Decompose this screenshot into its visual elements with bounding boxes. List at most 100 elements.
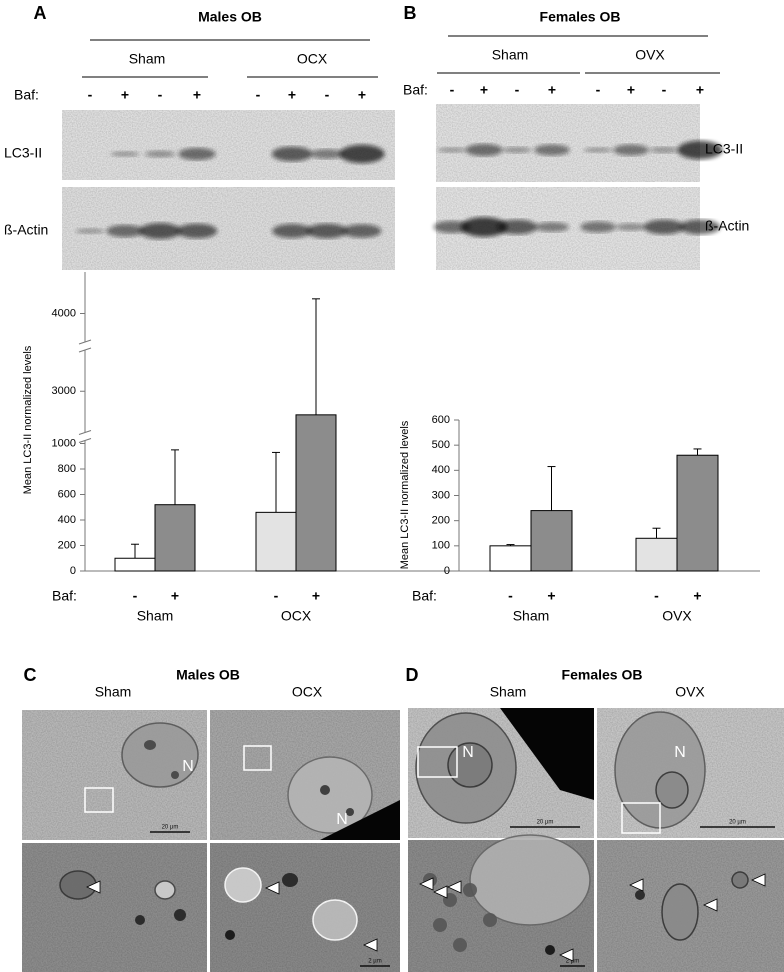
cell-structure: [312, 899, 358, 941]
blot-band: [139, 223, 181, 239]
baf-sign: +: [193, 87, 201, 103]
blot-band: [110, 151, 140, 157]
nucleus-label: N: [462, 744, 474, 761]
blot-band: [437, 147, 467, 153]
y-tick-label: 800: [58, 463, 76, 475]
blot-band: [643, 219, 685, 235]
y-tick-label: 1000: [52, 437, 76, 449]
blot-band: [460, 217, 508, 237]
baf-sign: +: [358, 87, 366, 103]
arrowhead: [559, 948, 574, 962]
bar: [676, 454, 719, 572]
inset-box: [84, 787, 114, 813]
cell-structure: [171, 771, 179, 779]
y-tick-label: 500: [432, 439, 450, 451]
baf-sign: +: [312, 588, 320, 604]
baf-sign: -: [133, 588, 138, 604]
micrograph: [210, 843, 400, 972]
blot-band: [502, 146, 532, 154]
y-tick-label: 200: [432, 515, 450, 527]
baf-sign: +: [480, 82, 488, 98]
baf-label: Baf:: [412, 588, 437, 604]
cell-structure: [225, 930, 235, 940]
cell-structure: [483, 913, 497, 927]
baf-sign: -: [515, 82, 520, 98]
band-label: LC3-II: [4, 145, 42, 161]
arrowhead: [703, 898, 718, 912]
group-label: OCX: [297, 51, 328, 67]
micrograph: [22, 843, 207, 972]
scale-label: 20 µm: [729, 820, 746, 826]
scale-label: 2 µm: [368, 959, 381, 965]
arrowhead: [433, 885, 448, 899]
blot-band: [496, 219, 538, 235]
bar: [635, 537, 678, 572]
arrowhead: [86, 880, 101, 894]
blot-band: [613, 144, 649, 156]
inset-box: [417, 746, 458, 778]
blot-band: [615, 223, 647, 231]
cell-structure: [635, 890, 645, 900]
cell-structure: [121, 722, 199, 788]
inset-box: [621, 802, 661, 834]
y-tick-label: 400: [432, 464, 450, 476]
blot-band: [178, 147, 216, 161]
cell-structure: [320, 785, 330, 795]
cell-structure: [731, 871, 749, 889]
cell-structure: [447, 742, 493, 788]
band-label: ß-Actin: [705, 218, 749, 234]
blot-band: [272, 223, 312, 239]
y-axis-label: Mean LC3-II normalized levels: [22, 345, 34, 494]
baf-sign: -: [158, 87, 163, 103]
baf-sign: +: [693, 588, 701, 604]
dark-region: [320, 800, 400, 840]
blot-band: [465, 143, 503, 157]
group-label: Sham: [492, 47, 529, 63]
group-label: OVX: [635, 47, 665, 63]
baf-label: Baf:: [14, 87, 39, 103]
baf-label: Baf:: [403, 82, 428, 98]
scale-label: 20 µm: [162, 825, 179, 831]
scale-label: 2 µm: [566, 959, 579, 965]
cell-structure: [224, 867, 262, 903]
blot-band: [649, 146, 679, 154]
y-tick-label: 3000: [52, 385, 76, 397]
cell-structure: [453, 938, 467, 952]
axis-break-mark: [78, 347, 92, 353]
cell-structure: [174, 909, 186, 921]
blot-band: [677, 140, 723, 160]
cell-structure: [154, 880, 176, 900]
panel-letter: A: [34, 3, 47, 23]
blot-band: [583, 147, 613, 153]
baf-sign: +: [548, 82, 556, 98]
axis-break-mark: [78, 339, 92, 345]
group-label: Sham: [95, 684, 132, 700]
group-label: Sham: [129, 51, 166, 67]
cell-structure: [655, 771, 689, 809]
dark-region: [500, 708, 594, 800]
cell-structure: [545, 945, 555, 955]
arrowhead: [629, 878, 644, 892]
panel-title: Males OB: [176, 667, 240, 683]
blot-membrane: [62, 110, 395, 180]
y-tick-label: 300: [432, 489, 450, 501]
blot-band: [342, 224, 382, 238]
baf-sign: -: [508, 588, 513, 604]
inset-box: [243, 745, 272, 771]
x-category-label: Sham: [513, 608, 550, 624]
arrowhead: [419, 877, 434, 891]
arrowhead: [363, 938, 378, 952]
scale-label: 20 µm: [537, 820, 554, 826]
panel-title: Females OB: [540, 9, 621, 25]
baf-sign: +: [288, 87, 296, 103]
band-label: LC3-II: [705, 141, 743, 157]
blot-membrane: [436, 104, 700, 182]
arrowhead: [265, 881, 280, 895]
panel-letter: D: [406, 665, 419, 685]
blot-band: [310, 149, 344, 159]
x-category-label: OVX: [662, 608, 692, 624]
y-tick-label: 4000: [52, 307, 76, 319]
baf-sign: -: [662, 82, 667, 98]
baf-sign: +: [627, 82, 635, 98]
